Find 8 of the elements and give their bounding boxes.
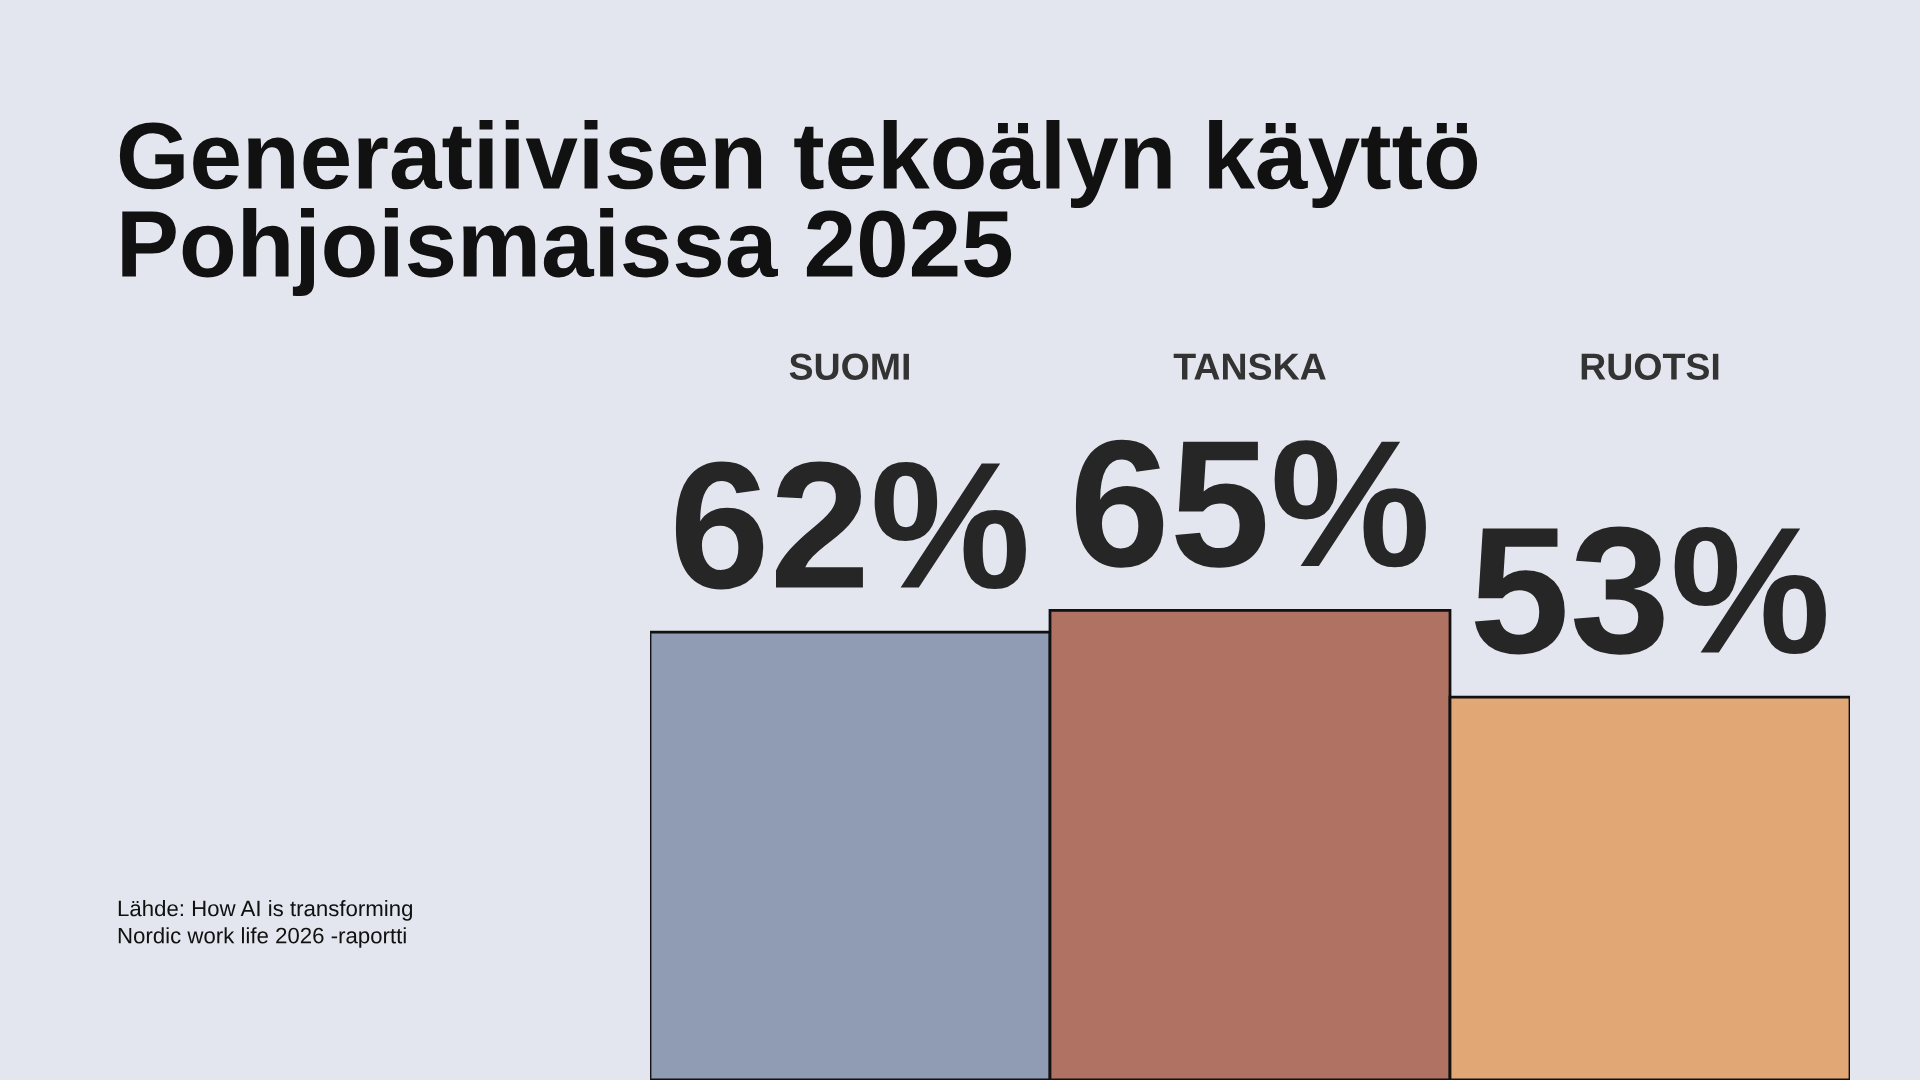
data-label: 65% [1075,439,1426,568]
text: Lähde: How AI is transforming Nordic work life 2026 -raportti [118,900,413,948]
x-tick-label: SUOMI [789,353,909,380]
data-label: 62% [675,461,1026,590]
data-label: 53% [1474,526,1826,655]
x-tick-label: TANSKA [1173,353,1326,380]
chart-title: Generatiivisen tekoälyn käyttö Pohjoismaissa 2025 [119,120,1478,297]
x-tick-label: RUOTSI [1581,353,1719,380]
